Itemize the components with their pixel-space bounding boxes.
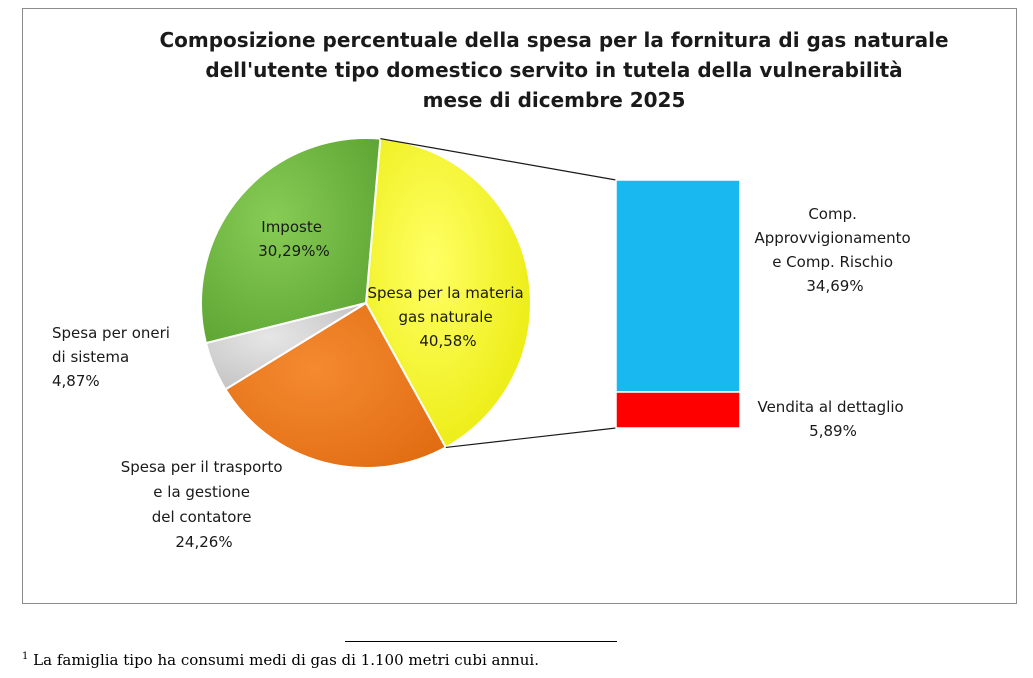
footnote-marker: 1 [22,651,29,662]
connector-lines [380,138,617,449]
footnote: 1 La famiglia tipo ha consumi medi di ga… [22,651,539,669]
connector-line-bottom [445,427,617,449]
connector-line-top [380,138,617,181]
bar-segment-vendita [615,391,741,429]
slice-label-trasporto: Spesa per il trasporto e la gestione del… [121,458,288,551]
pie-slice-imposte [200,137,382,345]
breakdown-labels: Comp. Approvvigionamento e Comp. Rischio… [755,205,916,440]
chart-title: Composizione percentuale della spesa per… [159,28,948,112]
breakdown-bar [615,179,741,429]
pie-of-bar-chart: Composizione percentuale della spesa per… [52,28,949,551]
footnote-separator [345,641,617,642]
pie-slice-materia [364,137,532,449]
chart-title-line-2: dell'utente tipo domestico servito in tu… [205,58,902,82]
chart-title-line-1: Composizione percentuale della spesa per… [159,28,948,52]
chart-title-line-3: mese di dicembre 2025 [423,88,686,112]
segment-label-approvvigionamento: Comp. Approvvigionamento e Comp. Rischio… [755,205,916,295]
slice-label-materia: Spesa per la materia gas naturale 40,58% [367,284,528,350]
segment-label-vendita: Vendita al dettaglio 5,89% [757,398,908,440]
footnote-text: La famiglia tipo ha consumi medi di gas … [33,651,539,669]
pie-slice-trasporto [224,301,448,469]
pie-slices [200,137,532,469]
slice-label-imposte: Imposte 30,29%% [258,218,329,260]
bar-segment-approvvigionamento [615,179,741,393]
pie-slice-labels: Spesa per la materia gas naturale 40,58%… [52,218,528,551]
slice-label-oneri: Spesa per oneri di sistema 4,87% [52,324,175,390]
